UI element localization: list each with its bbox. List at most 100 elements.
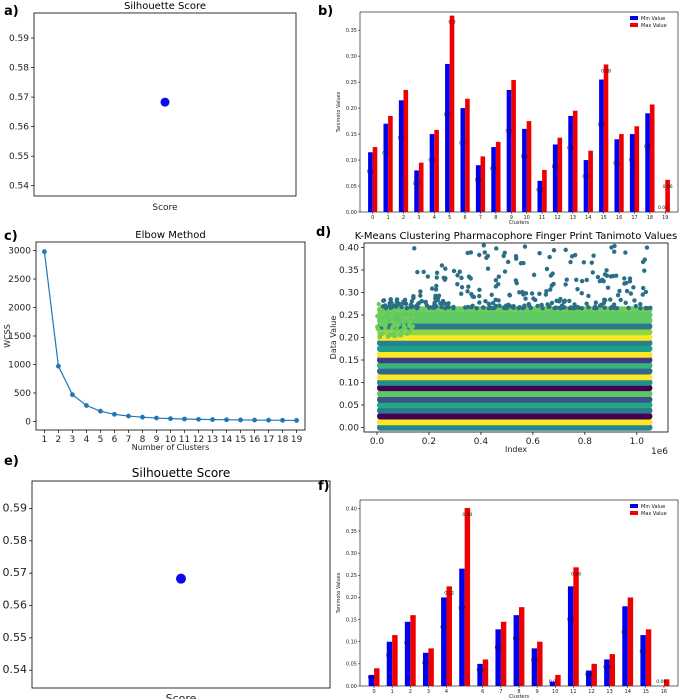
cluster-band xyxy=(376,362,653,369)
bar-min-14 xyxy=(583,160,589,212)
bar-min-6 xyxy=(477,663,483,686)
y-tick-label: 0.58 xyxy=(9,64,29,74)
scatter-point-sparse xyxy=(529,291,535,296)
y-tick-label: 0.25 xyxy=(346,573,357,579)
plot-frame xyxy=(359,11,679,213)
scatter-point-sparse xyxy=(579,291,584,296)
scatter-point-sparse xyxy=(434,304,439,309)
bar-value-label: 0.1 xyxy=(644,144,651,150)
bar-value-label: 0.0 xyxy=(549,679,556,685)
bar-max-16 xyxy=(663,679,670,686)
x-tick-label: 13 xyxy=(606,689,612,695)
x-tick-label: 8 xyxy=(517,689,520,695)
scatter-point-sparse xyxy=(474,305,479,311)
y-tick-label: 0 xyxy=(25,417,31,427)
scatter-point-early xyxy=(384,309,390,314)
bar-min-16 xyxy=(614,139,620,212)
scatter-point-sparse xyxy=(481,243,486,248)
elbow-point xyxy=(70,392,75,398)
scatter-point-sparse xyxy=(641,285,646,291)
bar-min-3 xyxy=(414,170,419,212)
bar-value-label: 0.1 xyxy=(404,640,411,646)
scatter-point-sparse xyxy=(611,302,617,307)
bar-value-label: 0.2 xyxy=(444,112,451,118)
scatter-point-sparse xyxy=(462,305,468,310)
y-tick-label: 0.35 xyxy=(346,28,357,34)
scatter-point-early xyxy=(400,319,406,324)
elbow-point xyxy=(196,416,201,422)
bar-min-12 xyxy=(586,670,592,686)
bar-value-label: 0.1 xyxy=(640,649,647,655)
legend-label: Max Value xyxy=(641,511,667,517)
x-tick-label: 12 xyxy=(588,689,594,695)
x-tick-label: 19 xyxy=(291,435,303,445)
bar-max-4 xyxy=(446,586,452,686)
y-axis-label: Tanimoto Values xyxy=(336,91,342,133)
scatter-point-sparse xyxy=(404,305,410,311)
cluster-band xyxy=(376,356,653,364)
bar-value-label: 0.0 xyxy=(476,668,483,674)
scatter-point-sparse xyxy=(523,296,528,301)
y-tick-label: 0.59 xyxy=(3,501,28,514)
scatter-point-sparse xyxy=(432,300,437,305)
bar-value-label: 0.0 xyxy=(582,174,589,180)
y-tick-label: 0.25 xyxy=(346,80,357,86)
panel-label-c: c) xyxy=(4,229,18,244)
scatter-point-sparse xyxy=(457,269,462,274)
y-tick-label: 0.15 xyxy=(346,617,357,623)
scatter-point-sparse xyxy=(495,281,501,287)
y-axis-label: Data Value xyxy=(329,316,338,360)
bar-min-5 xyxy=(459,568,465,686)
y-tick-label: 0.30 xyxy=(339,289,359,299)
bar-min-17 xyxy=(629,134,635,212)
x-tick-label: 1 xyxy=(387,215,390,221)
scatter-point-sparse xyxy=(610,273,616,279)
scatter-point-early xyxy=(405,315,410,320)
chart-b-bar: 0.000.050.100.150.200.250.300.350.10.10.… xyxy=(336,11,679,226)
cluster-band xyxy=(376,418,653,426)
legend-swatch xyxy=(630,23,638,27)
scatter-point-sparse xyxy=(562,298,568,303)
cluster-band xyxy=(376,390,653,397)
scatter-point-sparse xyxy=(521,260,526,266)
chart-title: Silhouette Score xyxy=(124,1,206,12)
scatter-point-sparse xyxy=(612,305,617,311)
scatter-point-sparse xyxy=(571,306,576,311)
scatter-point-sparse xyxy=(540,305,545,311)
y-axis-label: WCSS xyxy=(3,324,12,348)
x-axis-label: Index xyxy=(505,445,527,454)
scatter-point-sparse xyxy=(439,263,445,268)
y-tick-label: 2000 xyxy=(8,304,31,314)
y-tick-label: 3000 xyxy=(8,247,31,257)
y-tick-label: 0.57 xyxy=(3,566,28,579)
scatter-point-sparse xyxy=(489,292,494,298)
cluster-band xyxy=(376,334,653,341)
scatter-point-sparse xyxy=(492,305,497,311)
scatter-point-sparse xyxy=(528,305,534,311)
bar-max-18 xyxy=(649,104,655,212)
bar-value-label: 0.1 xyxy=(386,653,393,659)
y-tick-label: 0.30 xyxy=(346,551,357,557)
y-tick-label: 1500 xyxy=(8,332,31,342)
scatter-point-sparse xyxy=(544,266,550,272)
scatter-point-sparse xyxy=(546,304,551,310)
scatter-point-sparse xyxy=(507,293,513,298)
scatter-point-sparse xyxy=(572,302,577,307)
y-tick-label: 0.10 xyxy=(339,379,359,389)
legend-swatch xyxy=(630,16,638,20)
y-tick-label: 0.25 xyxy=(339,311,359,321)
y-tick-label: 0.54 xyxy=(9,182,29,192)
bar-max-2 xyxy=(410,615,416,686)
x-tick-label: 3 xyxy=(427,689,430,695)
elbow-point xyxy=(84,403,89,408)
bar-top-label: 0.3 xyxy=(448,20,455,26)
x-scale-note: 1e6 xyxy=(651,447,668,457)
bar-value-label: 0.0 xyxy=(413,181,420,187)
bar-top-label: 0.06 xyxy=(663,184,673,190)
x-tick-label: 1.0 xyxy=(630,437,645,447)
cluster-band xyxy=(376,311,653,319)
scatter-point-early xyxy=(396,322,402,327)
y-tick-label: 0.55 xyxy=(3,631,28,644)
x-tick-label: 17 xyxy=(631,215,637,221)
scatter-point-sparse xyxy=(623,250,628,255)
